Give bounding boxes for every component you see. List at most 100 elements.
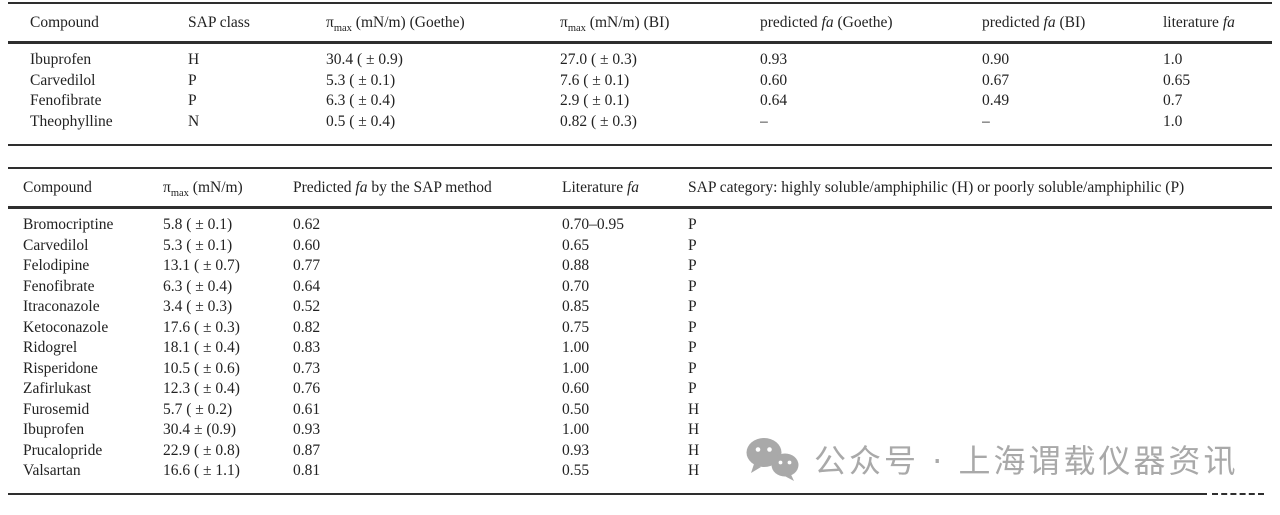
table-cell: N <box>188 112 200 130</box>
table-row: Risperidone 10.5 ( ± 0.6) 0.73 1.00 P <box>8 359 1272 380</box>
table-cell: 0.64 <box>760 92 788 109</box>
table-cell: 30.4 ± (0.9) <box>163 421 237 438</box>
table-cell: 0.93 <box>293 421 321 438</box>
table2-bottom-rule-dashed-tail <box>1212 493 1264 495</box>
table-cell: 0.62 <box>293 216 321 233</box>
table-cell: 0.85 <box>562 298 590 315</box>
table-cell: H <box>188 51 200 68</box>
table-row: Carvedilol P 5.3 ( ± 0.1) 7.6 ( ± 0.1) 0.60 0… <box>8 71 1272 92</box>
col-header-compound: Compound <box>8 168 163 209</box>
col-header-pimax-bi: πmax (mN/m) (BI) <box>560 3 760 44</box>
table-cell: H <box>688 400 700 418</box>
table-cell: 0.60 <box>760 71 788 89</box>
table-cell: 5.7 ( ± 0.2) <box>163 400 233 418</box>
col-header-predicted-fa-goethe: predicted fa (Goethe) <box>760 3 982 44</box>
table-row: Prucalopride 22.9 ( ± 0.8) 0.87 0.93 H <box>8 441 1272 462</box>
table-cell: 0.70 <box>562 277 590 295</box>
table-row: Ridogrel 18.1 ( ± 0.4) 0.83 1.00 P <box>8 338 1272 359</box>
table-cell: 22.9 ( ± 0.8) <box>163 441 240 459</box>
table-cell: 12.3 ( ± 0.4) <box>163 380 240 397</box>
table-cell: Itraconazole <box>23 298 100 315</box>
table-cell: 0.60 <box>562 380 590 397</box>
table-cell: P <box>688 318 697 336</box>
table-cell: Bromocriptine <box>23 216 114 233</box>
table-row: Felodipine 13.1 ( ± 0.7) 0.77 0.88 P <box>8 256 1272 277</box>
table-cell: 0.49 <box>982 92 1010 109</box>
table-cell: – <box>760 112 768 130</box>
table-row: Fenofibrate P 6.3 ( ± 0.4) 2.9 ( ± 0.1) 0.64… <box>8 91 1272 112</box>
table-cell: 27.0 ( ± 0.3) <box>560 51 637 68</box>
table-cell: Furosemid <box>23 400 90 418</box>
table-cell: 0.90 <box>982 51 1010 68</box>
table-cell: Felodipine <box>23 257 90 274</box>
table-row: Zafirlukast 12.3 ( ± 0.4) 0.76 0.60 P <box>8 379 1272 400</box>
table-cell: 0.83 <box>293 339 321 356</box>
table-cell: Zafirlukast <box>23 380 92 397</box>
table-cell: P <box>688 298 697 315</box>
table1-body: Ibuprofen H 30.4 ( ± 0.9) 27.0 ( ± 0.3) 0.93… <box>8 43 1272 146</box>
table-cell: 6.3 ( ± 0.4) <box>163 277 233 295</box>
col-header-literature-fa: literature fa <box>1163 3 1272 44</box>
table-cell: Theophylline <box>30 112 113 130</box>
table-cell: Valsartan <box>23 462 81 479</box>
table-cell: P <box>688 380 697 397</box>
table-row: Theophylline N 0.5 ( ± 0.4) 0.82 ( ± 0.3) – –… <box>8 112 1272 146</box>
table-cell: Ridogrel <box>23 339 78 356</box>
table-cell: 0.50 <box>562 400 590 418</box>
table-cell: 30.4 ( ± 0.9) <box>326 51 403 68</box>
table-cell: H <box>688 441 700 459</box>
table-cell: P <box>688 257 697 274</box>
table-cell: 0.5 ( ± 0.4) <box>326 112 396 130</box>
table-cell: 1.00 <box>562 359 590 377</box>
table2-bottom-rule <box>8 493 1207 495</box>
table-cell: 1.00 <box>562 421 590 438</box>
table-cell: 10.5 ( ± 0.6) <box>163 359 240 377</box>
table-cell: 0.67 <box>982 71 1010 89</box>
col-header-sap-category: SAP category: highly soluble/amphiphilic… <box>688 168 1272 209</box>
table-cell: 7.6 ( ± 0.1) <box>560 71 630 89</box>
table-cell: 17.6 ( ± 0.3) <box>163 318 240 336</box>
col-header-predicted-fa-sap: Predicted fa by the SAP method <box>293 168 562 209</box>
table-row: Itraconazole 3.4 ( ± 0.3) 0.52 0.85 P <box>8 297 1272 318</box>
table-cell: 0.61 <box>293 400 321 418</box>
col-header-pimax: πmax (mN/m) <box>163 168 293 209</box>
table-cell: 0.75 <box>562 318 590 336</box>
table-row: Bromocriptine 5.8 ( ± 0.1) 0.62 0.70–0.95 P <box>8 208 1272 236</box>
table2-header-row: Compound πmax (mN/m) Predicted fa by the… <box>8 168 1272 209</box>
table-cell: 5.3 ( ± 0.1) <box>163 236 233 254</box>
table-row: Ibuprofen 30.4 ± (0.9) 0.93 1.00 H <box>8 420 1272 441</box>
table-cell: 3.4 ( ± 0.3) <box>163 298 233 315</box>
table-cell: 0.52 <box>293 298 321 315</box>
table-row: Valsartan 16.6 ( ± 1.1) 0.81 0.55 H <box>8 461 1272 496</box>
table-cell: Ibuprofen <box>23 421 85 438</box>
table-cell: Carvedilol <box>30 71 96 89</box>
table-cell: 0.77 <box>293 257 321 274</box>
table-cell: Fenofibrate <box>23 277 95 295</box>
table-cell: Carvedilol <box>23 236 89 254</box>
table-cell: 0.81 <box>293 462 321 479</box>
table-cell: 16.6 ( ± 1.1) <box>163 462 240 479</box>
table-cell: P <box>688 339 697 356</box>
table-cell: Prucalopride <box>23 441 103 459</box>
table-cell: 0.65 <box>562 236 590 254</box>
table-cell: P <box>188 92 197 109</box>
table-row: Ibuprofen H 30.4 ( ± 0.9) 27.0 ( ± 0.3) 0.93… <box>8 43 1272 71</box>
table-cell: 6.3 ( ± 0.4) <box>326 92 396 109</box>
table-cell: 5.3 ( ± 0.1) <box>326 71 396 89</box>
table-cell: 0.70–0.95 <box>562 216 624 233</box>
table-cell: 13.1 ( ± 0.7) <box>163 257 240 274</box>
wechat-icon <box>746 438 799 481</box>
table-cell: 0.55 <box>562 462 590 479</box>
table-cell: 0.93 <box>562 441 590 459</box>
table-cell: P <box>688 277 697 295</box>
table-cell: 0.82 ( ± 0.3) <box>560 112 637 130</box>
table-cell: 0.88 <box>562 257 590 274</box>
wechat-watermark: 公众号 · 上海谓载仪器资讯 <box>744 436 1239 482</box>
table-cell: 0.76 <box>293 380 321 397</box>
col-header-sap-class: SAP class <box>188 3 326 44</box>
table1-header-row: Compound SAP class πmax (mN/m) (Goethe) … <box>8 3 1272 44</box>
col-header-compound: Compound <box>8 3 188 44</box>
table-cell: 1.00 <box>562 339 590 356</box>
sap-comparison-table: Compound SAP class πmax (mN/m) (Goethe) … <box>8 2 1272 146</box>
col-header-pimax-goethe: πmax (mN/m) (Goethe) <box>326 3 560 44</box>
